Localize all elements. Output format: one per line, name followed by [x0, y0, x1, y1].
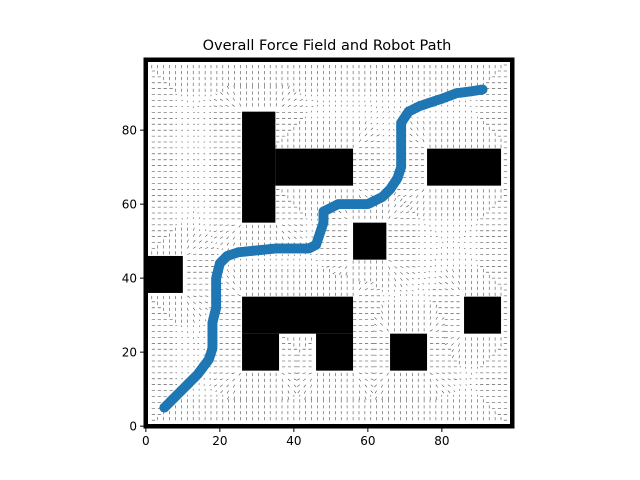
obstacle-10 [464, 296, 502, 334]
y-tick-label: 60 [122, 198, 137, 212]
obstacle-6 [242, 296, 354, 334]
x-tick-label: 40 [286, 434, 301, 448]
x-tick-label: 80 [434, 434, 449, 448]
y-tick-label: 40 [122, 272, 137, 286]
robot-path [159, 84, 488, 413]
wall-field-band [144, 58, 514, 428]
obstacle-7 [242, 333, 280, 371]
obstacle-3 [427, 148, 502, 186]
y-axis: 0 20 40 60 80 [122, 124, 144, 434]
chart-title: Overall Force Field and Robot Path [203, 38, 452, 54]
x-tick-label: 20 [212, 434, 227, 448]
obstacles [145, 111, 502, 371]
y-tick-label: 20 [122, 346, 137, 360]
obstacle-1 [242, 111, 276, 223]
y-tick-label: 0 [129, 420, 137, 434]
x-tick-label: 0 [142, 434, 150, 448]
path-point [477, 84, 488, 95]
x-axis: 0 20 40 60 80 [142, 428, 449, 448]
obstacle-9 [390, 333, 428, 371]
obstacle-5 [145, 255, 183, 293]
obstacle-2 [275, 148, 354, 186]
plot-frame [143, 57, 515, 429]
x-tick-label: 60 [360, 434, 375, 448]
y-tick-label: 80 [122, 124, 137, 138]
plot-area [144, 58, 514, 428]
obstacle-8 [316, 333, 354, 371]
obstacle-4 [353, 222, 387, 260]
